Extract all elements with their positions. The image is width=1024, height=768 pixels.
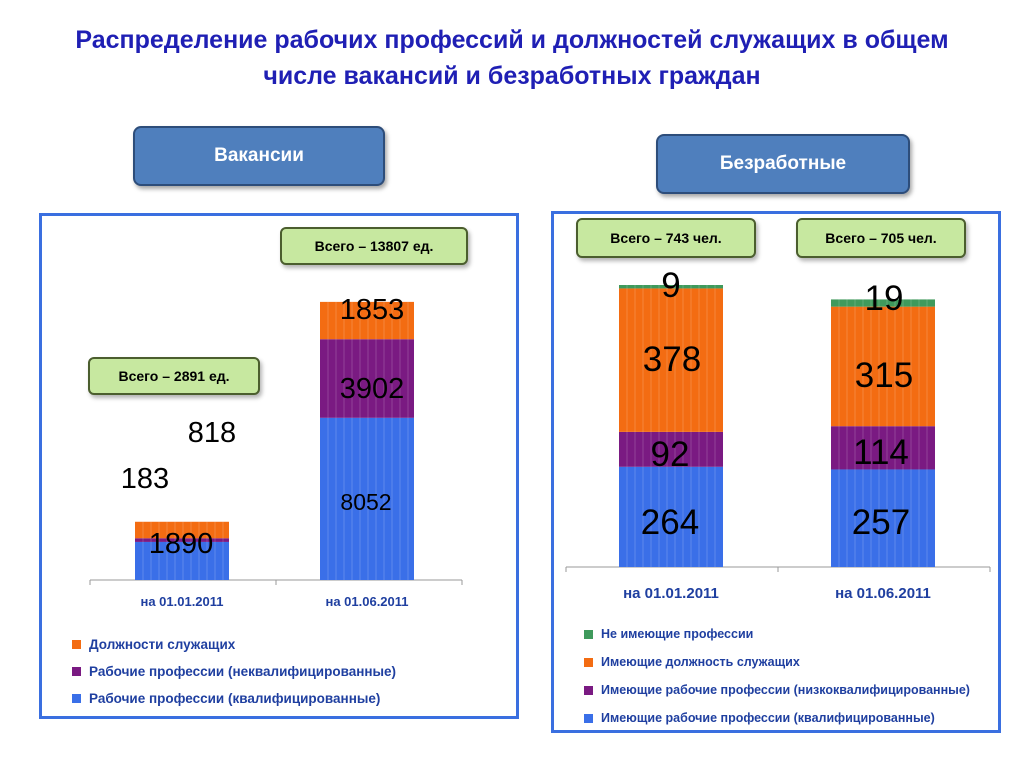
bar-segment-employees <box>320 301 414 340</box>
legend-item: Должности служащих <box>72 631 396 658</box>
x-tick-label: на 01.01.2011 <box>140 594 223 609</box>
data-label: 19 <box>865 279 904 318</box>
unemployed-header: Безработные <box>656 134 910 194</box>
legend-swatch-qualified <box>72 694 81 703</box>
page-title: Распределение рабочих профессий и должно… <box>75 26 949 90</box>
legend-swatch-employees <box>72 640 81 649</box>
total-label-left-1: Всего – 2891 ед. <box>88 357 260 395</box>
legend-item: Рабочие профессии (неквалифицированные) <box>72 658 396 685</box>
bar-segment-employees <box>619 288 723 432</box>
vacancies-chart: на 01.01.2011 на 01.06.2011 1890 183 818 8052… <box>89 294 463 609</box>
unemployed-legend: Не имеющие профессии Имеющие должность с… <box>584 620 970 732</box>
total-label-right-2: Всего – 705 чел. <box>796 218 966 258</box>
legend-label: Должности служащих <box>89 637 236 652</box>
total-label-left-2: Всего – 13807 ед. <box>280 227 468 265</box>
bar-segment-unskilled <box>320 339 414 418</box>
bar-segment-unskilled <box>135 538 229 542</box>
data-label: 114 <box>853 433 909 472</box>
bar-segment-qualified <box>135 541 229 580</box>
x-tick-label: на 01.01.2011 <box>623 585 719 602</box>
bar-segment-qualified <box>831 469 935 567</box>
data-label: 8052 <box>340 489 391 515</box>
legend-swatch-qualified <box>584 713 593 723</box>
unemployed-chart: на 01.01.2011 на 01.06.2011 264 92 378 9 257 11… <box>565 266 991 602</box>
data-label: 315 <box>855 356 913 395</box>
bar-segment-unskilled <box>831 426 935 470</box>
legend-label: Имеющие должность служащих <box>601 655 800 669</box>
legend-swatch-no-profession <box>584 629 593 639</box>
legend-label: Рабочие профессии (неквалифицированные) <box>89 664 397 679</box>
data-label: 378 <box>643 340 701 379</box>
x-tick-label: на 01.06.2011 <box>325 594 408 609</box>
legend-item: Имеющие рабочие профессии (квалифицирова… <box>584 704 970 732</box>
data-label: 264 <box>641 503 699 542</box>
x-tick-label: на 01.06.2011 <box>835 585 931 602</box>
data-label: 818 <box>188 417 236 449</box>
legend-label: Не имеющие профессии <box>601 627 754 641</box>
legend-label: Имеющие рабочие профессии (низкоквалифиц… <box>601 683 970 697</box>
vacancies-legend: Должности служащих Рабочие профессии (не… <box>72 631 396 712</box>
legend-item: Рабочие профессии (квалифицированные) <box>72 685 396 712</box>
legend-item: Не имеющие профессии <box>584 620 970 648</box>
vacancies-chart-panel: на 01.01.2011 на 01.06.2011 1890 183 818 8052… <box>39 213 519 719</box>
legend-item: Имеющие рабочие профессии (низкоквалифиц… <box>584 676 970 704</box>
bar-segment-employees <box>135 521 229 539</box>
data-label: 3902 <box>340 373 405 405</box>
vacancies-header: Вакансии <box>133 126 385 186</box>
data-label: 92 <box>651 435 690 474</box>
bar-segment-unskilled <box>619 431 723 467</box>
data-label: 1853 <box>340 294 405 326</box>
legend-item: Имеющие должность служащих <box>584 648 970 676</box>
legend-label: Рабочие профессии (квалифицированные) <box>89 691 381 706</box>
data-label: 1890 <box>149 528 214 560</box>
bar-segment-no-profession <box>831 299 935 307</box>
total-label-right-1: Всего – 743 чел. <box>576 218 756 258</box>
legend-swatch-employees <box>584 657 593 667</box>
data-label: 257 <box>852 503 910 542</box>
legend-swatch-unskilled <box>584 685 593 695</box>
data-label: 9 <box>661 266 680 305</box>
bar-segment-qualified <box>320 417 414 580</box>
data-label: 183 <box>121 463 169 495</box>
bar-segment-no-profession <box>619 285 723 289</box>
legend-label: Имеющие рабочие профессии (квалифицирова… <box>601 711 935 725</box>
unemployed-chart-panel: на 01.01.2011 на 01.06.2011 264 92 378 9 257 11… <box>551 211 1001 733</box>
bar-segment-qualified <box>619 466 723 567</box>
legend-swatch-unskilled <box>72 667 81 676</box>
bar-segment-employees <box>831 306 935 427</box>
